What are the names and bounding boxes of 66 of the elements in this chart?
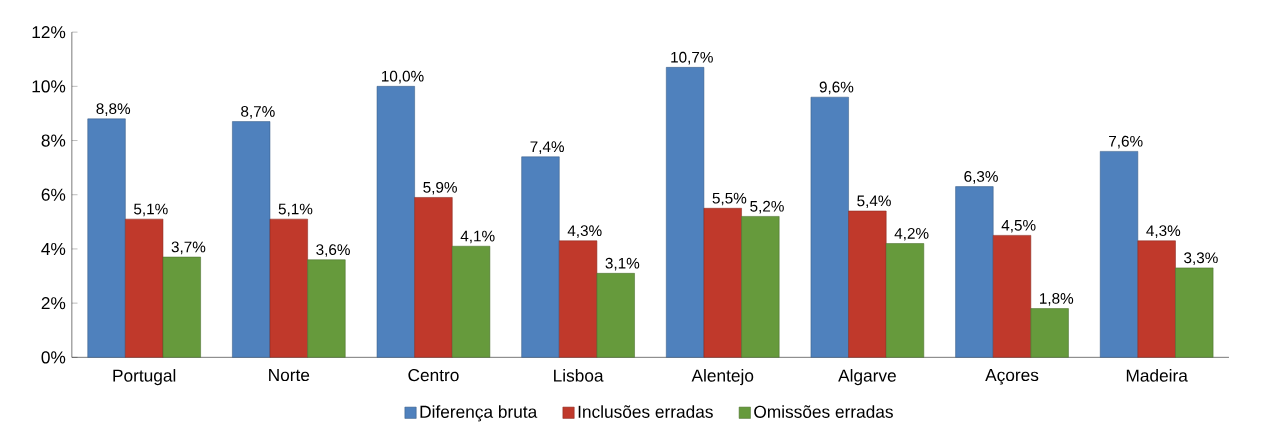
legend-label: Diferença bruta (420, 404, 538, 422)
data-label: 7,6% (1109, 135, 1143, 149)
data-label: 4,3% (567, 225, 602, 238)
bar (269, 218, 308, 358)
y-tick-label: 6% (41, 188, 66, 201)
data-label: 10,7% (671, 51, 713, 65)
y-tick-label: 12% (32, 25, 66, 39)
x-tick-label: Madeira (1126, 368, 1188, 382)
bar (452, 245, 491, 358)
bar (666, 66, 705, 358)
bar (376, 85, 415, 358)
data-label: 5,9% (423, 181, 457, 195)
bar (414, 196, 453, 358)
data-label: 3,1% (605, 257, 640, 271)
legend-label: Inclusões erradas (578, 404, 713, 418)
bar (885, 243, 925, 358)
data-label: 1,8% (1040, 292, 1074, 306)
bar (848, 210, 887, 358)
legend-label: Omissões erradas (754, 404, 893, 418)
y-tick-label: 4% (41, 242, 66, 255)
x-tick-label: Portugal (113, 368, 176, 385)
x-tick-label: Algarve (838, 368, 896, 385)
data-label: 10,0% (381, 70, 424, 84)
bar (1137, 240, 1176, 358)
y-tick-label: 2% (41, 296, 66, 310)
bar (1099, 150, 1139, 358)
y-tick-label: 10% (32, 80, 66, 93)
bar (810, 96, 849, 358)
y-tick-label: 8% (41, 134, 66, 147)
bar (1030, 308, 1069, 358)
data-label: 4,5% (1001, 219, 1036, 233)
data-label: 4,1% (460, 230, 495, 244)
bar (955, 186, 994, 358)
data-label: 4,3% (1146, 225, 1181, 238)
bar (125, 218, 164, 358)
data-label: 3,6% (316, 244, 350, 257)
data-label: 5,1% (134, 203, 168, 216)
data-label: 5,5% (712, 192, 747, 206)
bar (521, 156, 560, 358)
bar (559, 240, 598, 358)
bar (703, 207, 742, 358)
data-label: 3,7% (171, 241, 206, 254)
bar (992, 234, 1032, 358)
data-label: 5,2% (750, 200, 784, 214)
bar (232, 121, 271, 358)
bar (596, 272, 635, 358)
data-label: 8,8% (96, 103, 131, 116)
data-label: 5,4% (857, 195, 891, 208)
x-tick-label: Alentejo (691, 368, 754, 385)
x-tick-label: Lisboa (554, 368, 604, 382)
data-label: 5,1% (278, 203, 313, 216)
y-tick-label: 0% (41, 351, 66, 364)
data-label: 8,7% (241, 105, 275, 119)
data-label: 3,3% (1184, 252, 1218, 265)
bar (741, 215, 780, 358)
bar (1175, 267, 1214, 358)
data-label: 9,6% (819, 81, 854, 95)
x-tick-label: Norte (269, 368, 310, 381)
bar (162, 256, 201, 358)
bar (307, 259, 346, 358)
data-label: 6,3% (964, 170, 998, 184)
data-label: 4,2% (894, 227, 929, 241)
x-tick-label: Açores (985, 368, 1039, 385)
data-label: 7,4% (530, 141, 565, 154)
bar (87, 118, 126, 358)
x-tick-label: Centro (408, 368, 459, 382)
